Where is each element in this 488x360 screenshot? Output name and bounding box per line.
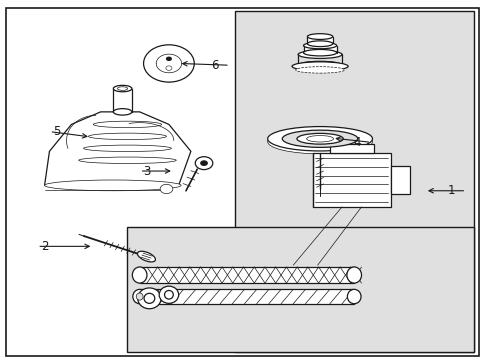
Ellipse shape xyxy=(159,286,178,303)
Ellipse shape xyxy=(306,135,333,142)
Ellipse shape xyxy=(303,42,336,49)
Ellipse shape xyxy=(307,41,332,46)
Ellipse shape xyxy=(346,267,361,283)
Ellipse shape xyxy=(307,34,332,40)
Ellipse shape xyxy=(298,50,341,58)
Ellipse shape xyxy=(83,145,171,152)
Ellipse shape xyxy=(267,130,372,154)
Circle shape xyxy=(165,57,172,61)
Bar xyxy=(140,267,353,283)
Bar xyxy=(140,289,353,304)
Ellipse shape xyxy=(295,67,344,73)
Ellipse shape xyxy=(282,130,357,147)
Ellipse shape xyxy=(93,121,161,128)
Text: 6: 6 xyxy=(211,59,219,72)
Ellipse shape xyxy=(267,127,372,151)
Circle shape xyxy=(160,184,172,194)
Ellipse shape xyxy=(298,61,341,69)
Ellipse shape xyxy=(291,62,347,71)
Ellipse shape xyxy=(138,288,161,309)
Ellipse shape xyxy=(132,267,147,283)
Bar xyxy=(312,153,390,207)
Bar xyxy=(329,144,373,153)
Ellipse shape xyxy=(144,293,155,303)
Ellipse shape xyxy=(79,157,176,163)
Text: 3: 3 xyxy=(143,165,150,177)
Ellipse shape xyxy=(137,251,155,262)
Ellipse shape xyxy=(133,289,146,304)
Polygon shape xyxy=(44,112,190,185)
Text: 1: 1 xyxy=(447,184,454,197)
Ellipse shape xyxy=(136,293,143,300)
Circle shape xyxy=(200,160,207,166)
Bar xyxy=(298,62,341,65)
Ellipse shape xyxy=(44,180,181,191)
Ellipse shape xyxy=(113,109,132,115)
Ellipse shape xyxy=(303,49,336,56)
Bar xyxy=(127,226,473,352)
Circle shape xyxy=(143,45,194,82)
Ellipse shape xyxy=(346,289,360,304)
Bar xyxy=(303,45,336,53)
Text: 4: 4 xyxy=(352,136,360,149)
Ellipse shape xyxy=(117,87,127,90)
Bar xyxy=(390,166,409,194)
Circle shape xyxy=(165,66,172,70)
Ellipse shape xyxy=(88,133,166,140)
Bar xyxy=(307,37,332,44)
Circle shape xyxy=(195,157,212,170)
Text: 2: 2 xyxy=(41,240,48,253)
Ellipse shape xyxy=(113,85,132,92)
Ellipse shape xyxy=(296,134,343,144)
Ellipse shape xyxy=(164,291,173,299)
Bar xyxy=(234,12,473,352)
Bar xyxy=(113,89,132,112)
Text: 5: 5 xyxy=(53,125,61,138)
